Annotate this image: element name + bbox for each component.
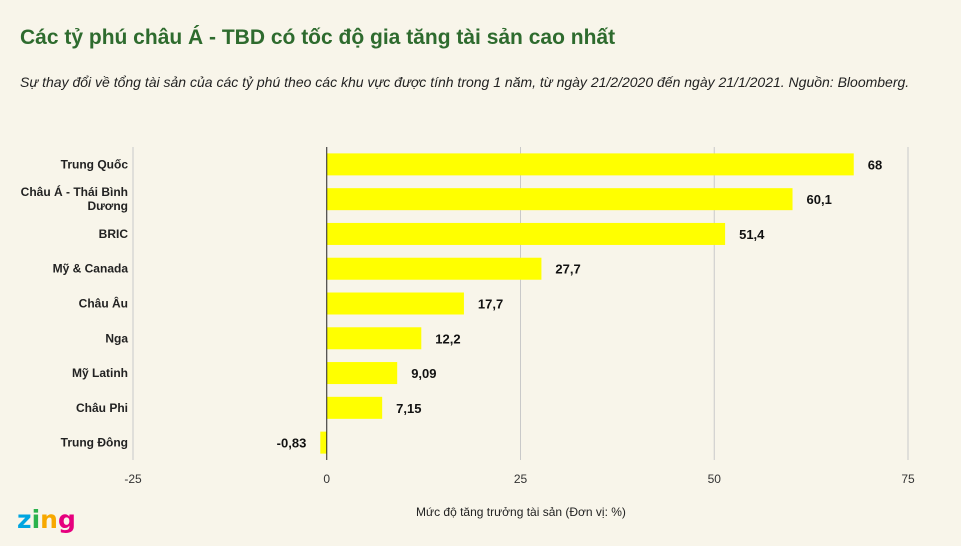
category-label: Châu Phi	[76, 401, 128, 415]
bar	[326, 362, 398, 385]
category-label: Trung Đông	[61, 436, 128, 450]
chart-title: Các tỷ phú châu Á - TBD có tốc độ gia tă…	[20, 26, 616, 49]
value-label: 12,2	[435, 331, 460, 346]
bar	[326, 327, 422, 350]
value-label: 68	[868, 157, 882, 172]
bar	[326, 292, 464, 315]
x-tick-label: 0	[323, 472, 330, 486]
x-tick-label: 25	[514, 472, 528, 486]
bar	[320, 431, 327, 454]
logo-letter: n	[40, 505, 58, 534]
bar	[326, 222, 726, 245]
category-label: Châu Á - Thái Bình Dương	[21, 184, 128, 213]
category-label: Châu Âu	[79, 296, 128, 311]
category-label: Nga	[105, 331, 128, 345]
value-label: 17,7	[478, 297, 503, 312]
bar	[326, 257, 542, 280]
bar	[326, 396, 383, 419]
logo-letter: z	[17, 505, 32, 534]
value-label: -0,83	[277, 436, 307, 451]
logo-letter: i	[31, 505, 41, 534]
zing-logo: zing	[17, 505, 76, 534]
value-label: 9,09	[411, 366, 436, 381]
chart-subtitle: Sự thay đổi về tổng tài sản của các tỷ p…	[20, 74, 910, 90]
x-axis-label: Mức độ tăng trưởng tài sản (Đơn vị: %)	[416, 505, 626, 519]
x-tick-label: 75	[901, 472, 915, 486]
bar	[326, 153, 854, 176]
category-label: BRIC	[99, 227, 129, 241]
x-tick-label: -25	[124, 472, 142, 486]
category-label: Trung Quốc	[61, 157, 129, 171]
category-label: Mỹ Latinh	[72, 366, 128, 380]
value-label: 7,15	[396, 401, 421, 416]
value-label: 27,7	[555, 262, 580, 277]
logo-letter: g	[57, 505, 76, 534]
value-label: 60,1	[807, 192, 832, 207]
bar	[326, 188, 793, 211]
x-tick-label: 50	[708, 472, 722, 486]
category-label: Mỹ & Canada	[53, 262, 129, 276]
value-label: 51,4	[739, 227, 765, 242]
